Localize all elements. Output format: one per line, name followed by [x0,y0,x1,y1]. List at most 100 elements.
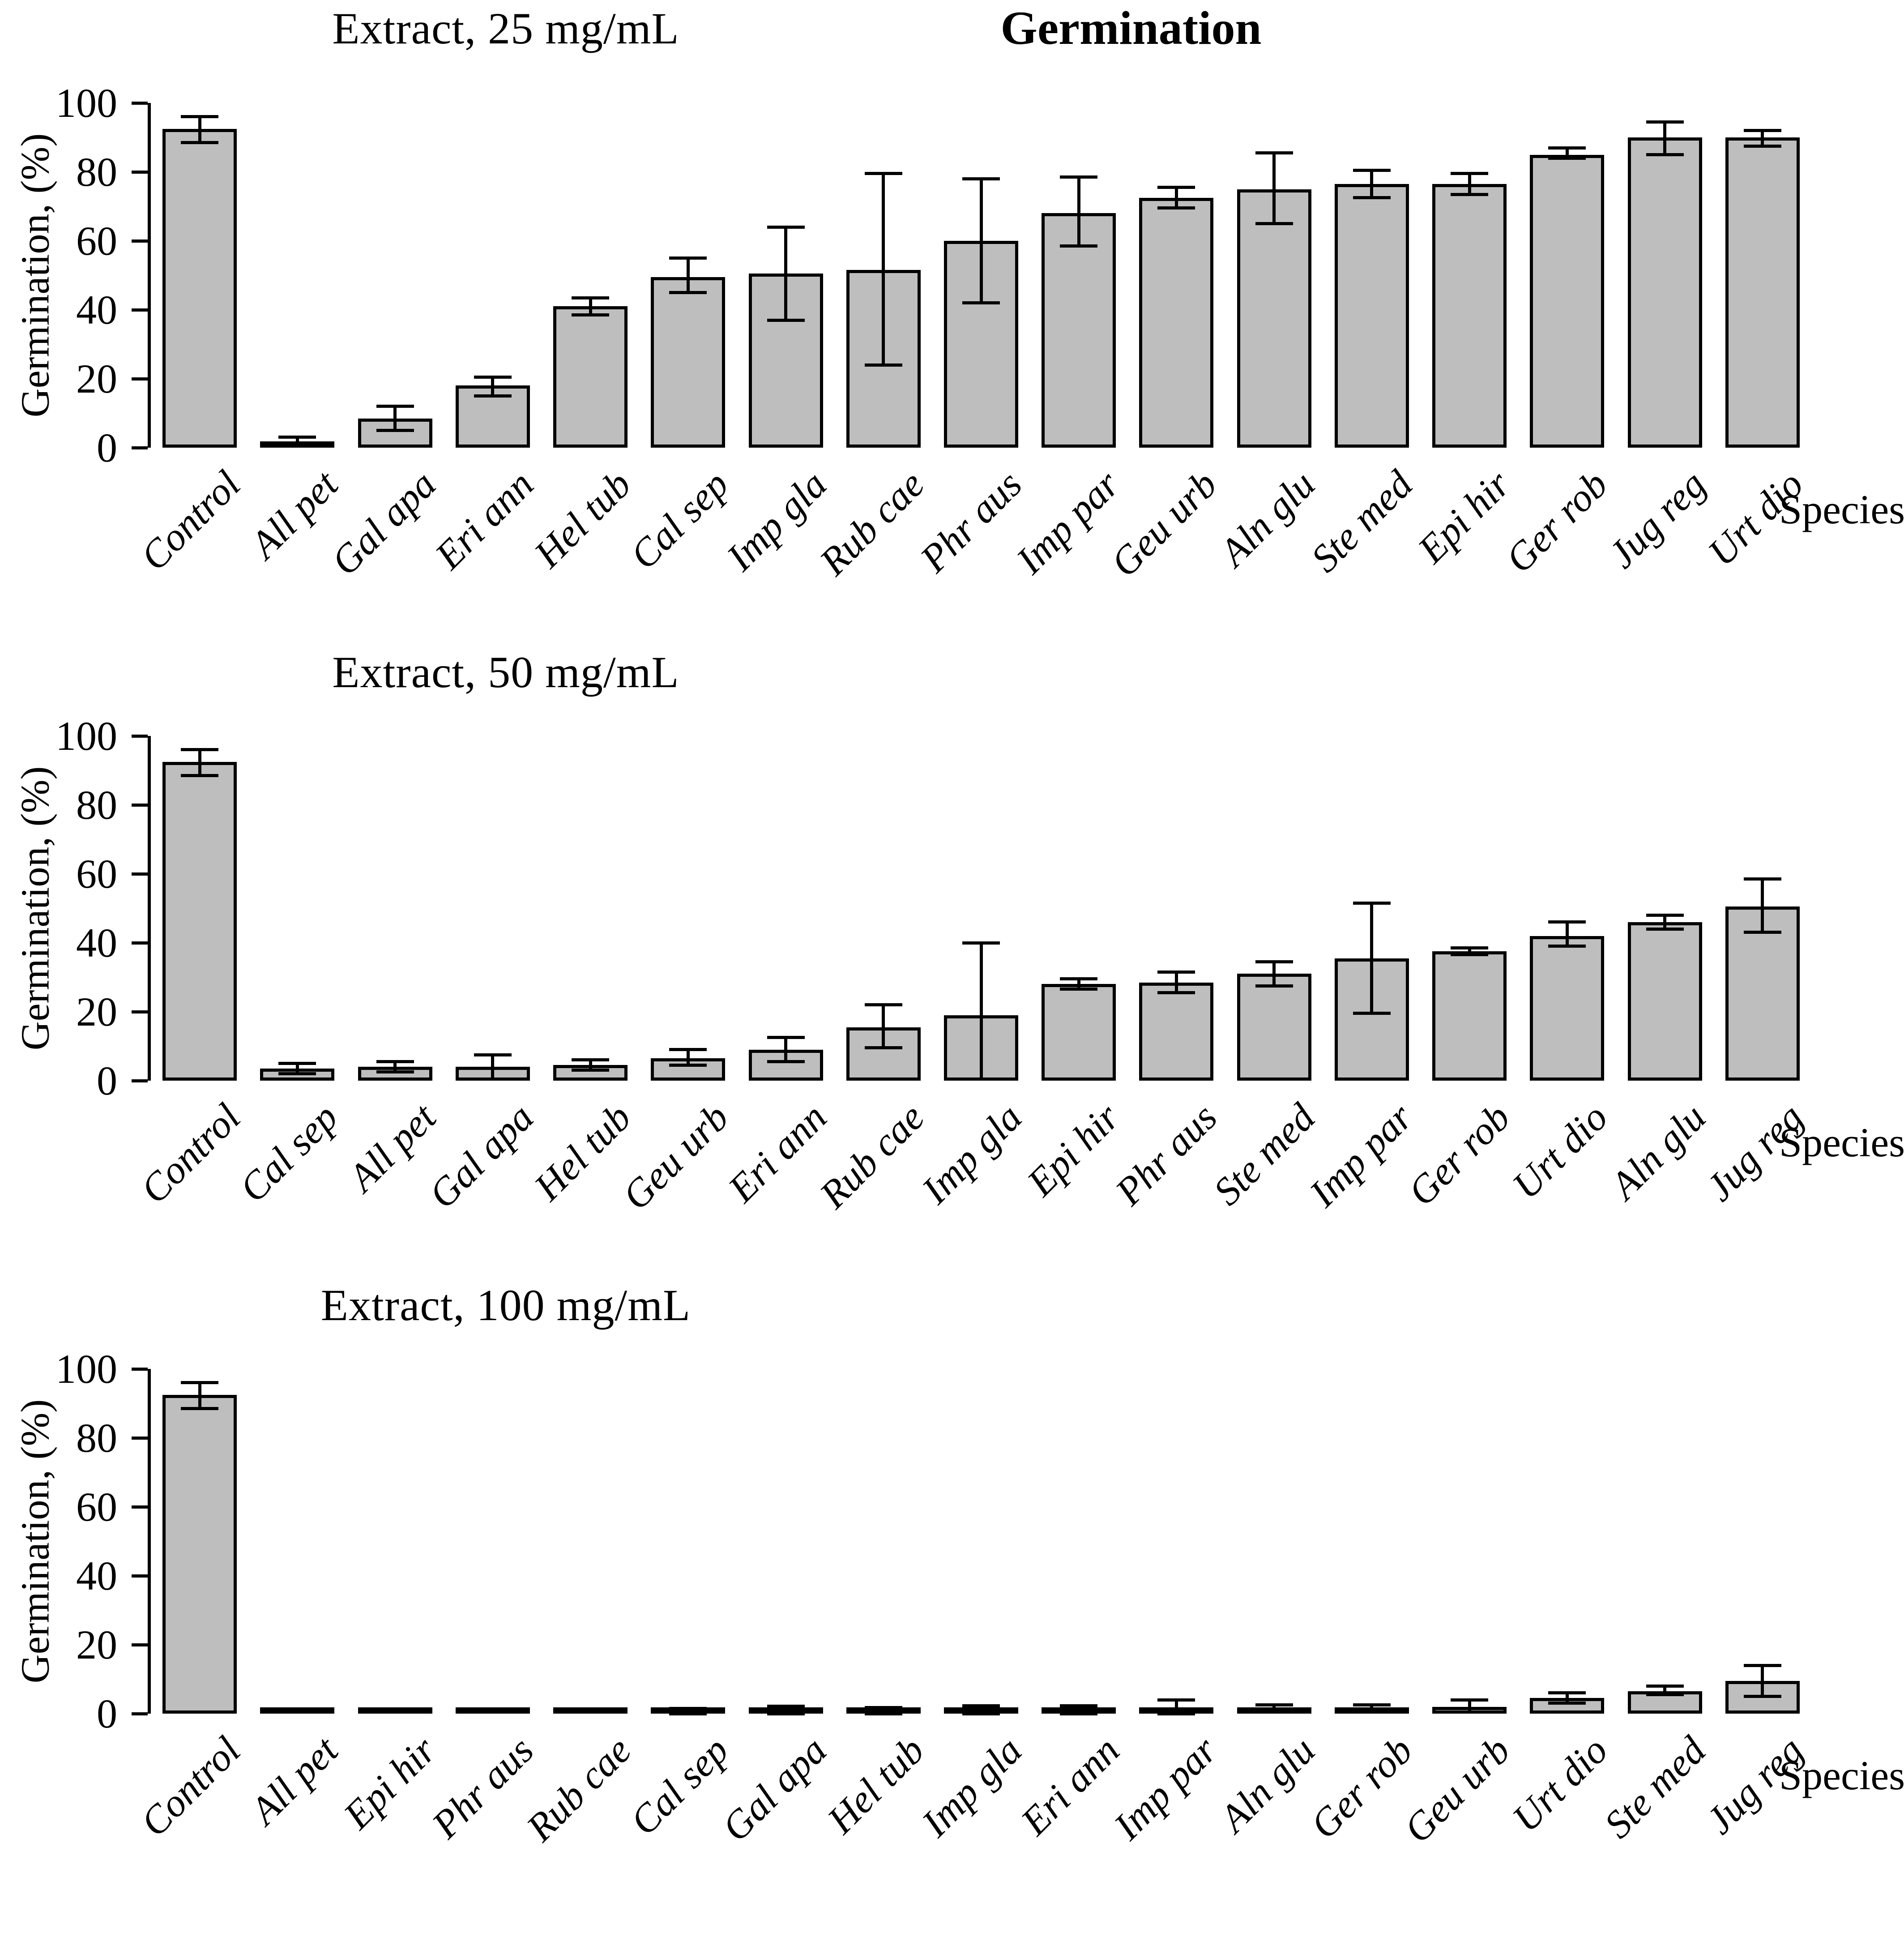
y-axis-tick [132,446,148,449]
error-bar-cap [1743,877,1781,881]
error-bar-cap [1255,1703,1293,1707]
error-bar-cap [767,225,805,229]
error-bar-cap [1060,988,1098,991]
error-bar [589,1060,592,1070]
error-bar-cap [864,172,902,175]
y-tick-label: 60 [76,851,117,897]
error-bar-cap [1060,175,1098,179]
error-bar-cap [767,1036,805,1039]
bar-epi-hir [1042,984,1116,1081]
error-bar-cap [1743,144,1781,148]
bar-ger-rob [1530,154,1605,448]
bar-urt-dio [1530,936,1605,1081]
y-axis-tick [132,377,148,381]
error-bar [1565,922,1569,946]
bar-phr-aus [1139,982,1214,1081]
error-bar [1272,962,1276,986]
error-bar-cap [278,1062,316,1065]
bar-phr-aus [455,1707,530,1714]
bar-jug-reg [1725,906,1800,1081]
bar-geu-urb [1139,197,1214,448]
y-tick-label: 60 [76,1484,117,1530]
error-bar-cap [962,1077,1000,1081]
y-tick-label: 100 [55,713,117,759]
y-axis-tick [132,872,148,876]
error-bar [198,1382,201,1409]
error-bar [784,1706,788,1714]
chart-title-extract-50: Extract, 50 mg/mL [332,647,679,697]
figure-main-title: Germination [1000,2,1262,54]
error-bar-cap [962,177,1000,180]
y-axis-tick [132,941,148,945]
error-bar [1272,1705,1276,1712]
error-bar-cap [1255,151,1293,155]
error-bar-cap [474,1053,512,1056]
error-bar-cap [1060,977,1098,981]
bar-rub-cae [553,1707,628,1714]
error-bar-cap [1743,931,1781,934]
error-bar [686,1708,690,1714]
error-bar-cap [1548,945,1586,948]
error-bar [1468,1700,1471,1712]
error-bar-cap [278,444,316,448]
y-tick-label: 80 [76,782,117,828]
y-axis-tick [132,1367,148,1371]
y-tick-label: 100 [55,1346,117,1392]
error-bar-cap [1157,206,1195,210]
error-bar-cap [572,313,610,317]
y-tick-label: 60 [76,218,117,264]
error-bar-cap [572,296,610,299]
error-bar [1174,972,1178,993]
error-bar-cap [376,429,414,432]
error-bar-cap [669,1706,707,1710]
error-bar [1370,1705,1374,1712]
error-bar [1174,1700,1178,1714]
error-bar-cap [864,1046,902,1050]
error-bar [393,406,397,431]
error-bar [198,749,201,776]
y-axis-tick [132,1643,148,1646]
error-bar-cap [1353,1012,1391,1015]
error-bar [784,227,788,321]
error-bar-cap [1353,901,1391,905]
bar-hel-tub [553,306,628,448]
error-bar [491,1055,495,1079]
error-bar-cap [1451,1710,1489,1714]
error-bar-cap [1548,146,1586,150]
error-bar-cap [864,1003,902,1007]
error-bar-cap [572,1069,610,1072]
error-bar-cap [572,1058,610,1062]
error-bar-cap [1353,196,1391,200]
bar-aln-glu [1627,922,1702,1081]
error-bar [198,116,201,143]
error-bar-cap [278,436,316,439]
error-bar-cap [1255,222,1293,225]
error-bar-cap [1646,913,1684,917]
error-bar-cap [376,1070,414,1074]
error-bar-cap [864,363,902,367]
x-axis-label: Species [1779,1120,1904,1165]
error-bar-cap [767,1060,805,1064]
y-tick-label: 80 [76,149,117,195]
error-bar-cap [1157,186,1195,189]
bar-control [162,1394,237,1714]
y-tick-label: 0 [97,425,117,470]
error-bar-cap [474,375,512,379]
error-bar-cap [767,1712,805,1715]
error-bar-cap [1646,153,1684,156]
error-bar-cap [1743,1663,1781,1667]
error-bar [882,1707,885,1714]
error-bar [1565,1693,1569,1703]
plot-area: Germination, (%) 0 20 40 60 80 100 Control All … [13,1346,1812,1851]
error-bar-cap [1743,1695,1781,1698]
y-axis-tick [132,1712,148,1715]
y-tick-label: 20 [76,356,117,402]
error-bar-cap [1255,984,1293,988]
error-bar [1077,1706,1080,1714]
error-bar-cap [1060,244,1098,248]
bar-imp-par [1042,213,1116,448]
bar-urt-dio [1725,137,1800,448]
y-tick-label: 40 [76,287,117,333]
y-tick-label: 100 [55,80,117,126]
error-bar [979,179,983,303]
